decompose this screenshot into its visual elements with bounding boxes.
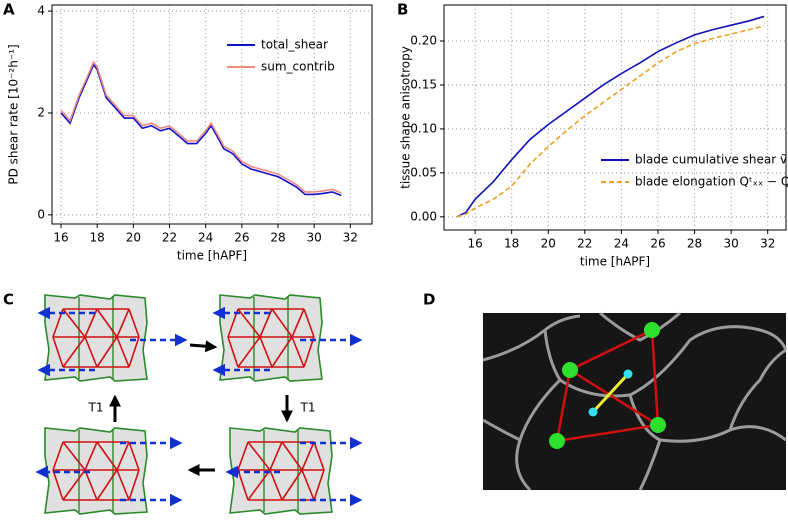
- legend-label: sum_contrib: [261, 60, 335, 74]
- data-line: [456, 25, 765, 218]
- data-line: [60, 60, 342, 194]
- legend-label: blade elongation Qᵗₓₓ − Qᵗ₀: [635, 175, 788, 189]
- x-tick-label: 22: [162, 231, 177, 245]
- x-tick-label: 24: [614, 237, 629, 251]
- x-tick-label: 28: [270, 231, 285, 245]
- x-tick-label: 32: [760, 237, 775, 251]
- x-tick-label: 18: [90, 231, 105, 245]
- y-tick-label: 0.20: [410, 34, 437, 48]
- x-axis-label: time [hAPF]: [177, 249, 247, 263]
- x-tick-label: 26: [650, 237, 665, 251]
- y-axis-label: PD shear rate [10⁻²h⁻¹]: [7, 44, 21, 184]
- x-tick-label: 26: [234, 231, 249, 245]
- panel-label: B: [397, 1, 408, 19]
- t1-label: T1: [88, 401, 104, 415]
- plot-frame: [51, 4, 373, 225]
- y-tick-label: 4: [37, 4, 45, 18]
- x-tick-label: 28: [687, 237, 702, 251]
- y-tick-label: 2: [37, 105, 45, 119]
- x-tick-label: 22: [577, 237, 592, 251]
- y-tick-label: 0: [37, 207, 45, 221]
- legend-label: total_shear: [261, 38, 328, 52]
- x-tick-label: 16: [53, 231, 68, 245]
- legend-label: blade cumulative shear ṽₓₓ: [635, 153, 788, 167]
- panel-label: C: [3, 291, 14, 309]
- y-axis-label: tissue shape anisotropy: [399, 46, 413, 189]
- x-tick-label: 20: [541, 237, 556, 251]
- y-tick-label: 0.10: [410, 121, 437, 135]
- x-tick-label: 30: [307, 231, 322, 245]
- panel-label: D: [423, 291, 435, 309]
- y-tick-label: 0.00: [410, 209, 437, 223]
- panel-d-image: [482, 311, 788, 492]
- x-tick-label: 30: [723, 237, 738, 251]
- x-axis-label: time [hAPF]: [580, 255, 650, 269]
- panel-c-diagram: [35, 294, 363, 515]
- x-tick-label: 32: [343, 231, 358, 245]
- y-tick-label: 0.05: [410, 165, 437, 179]
- data-line: [456, 15, 765, 218]
- y-tick-label: 0.15: [410, 77, 437, 91]
- x-tick-label: 18: [504, 237, 519, 251]
- panel-label: A: [3, 1, 15, 19]
- t1-label: T1: [300, 401, 316, 415]
- x-tick-label: 24: [198, 231, 213, 245]
- x-tick-label: 20: [126, 231, 141, 245]
- plot-frame: [443, 4, 787, 231]
- x-tick-label: 16: [467, 237, 482, 251]
